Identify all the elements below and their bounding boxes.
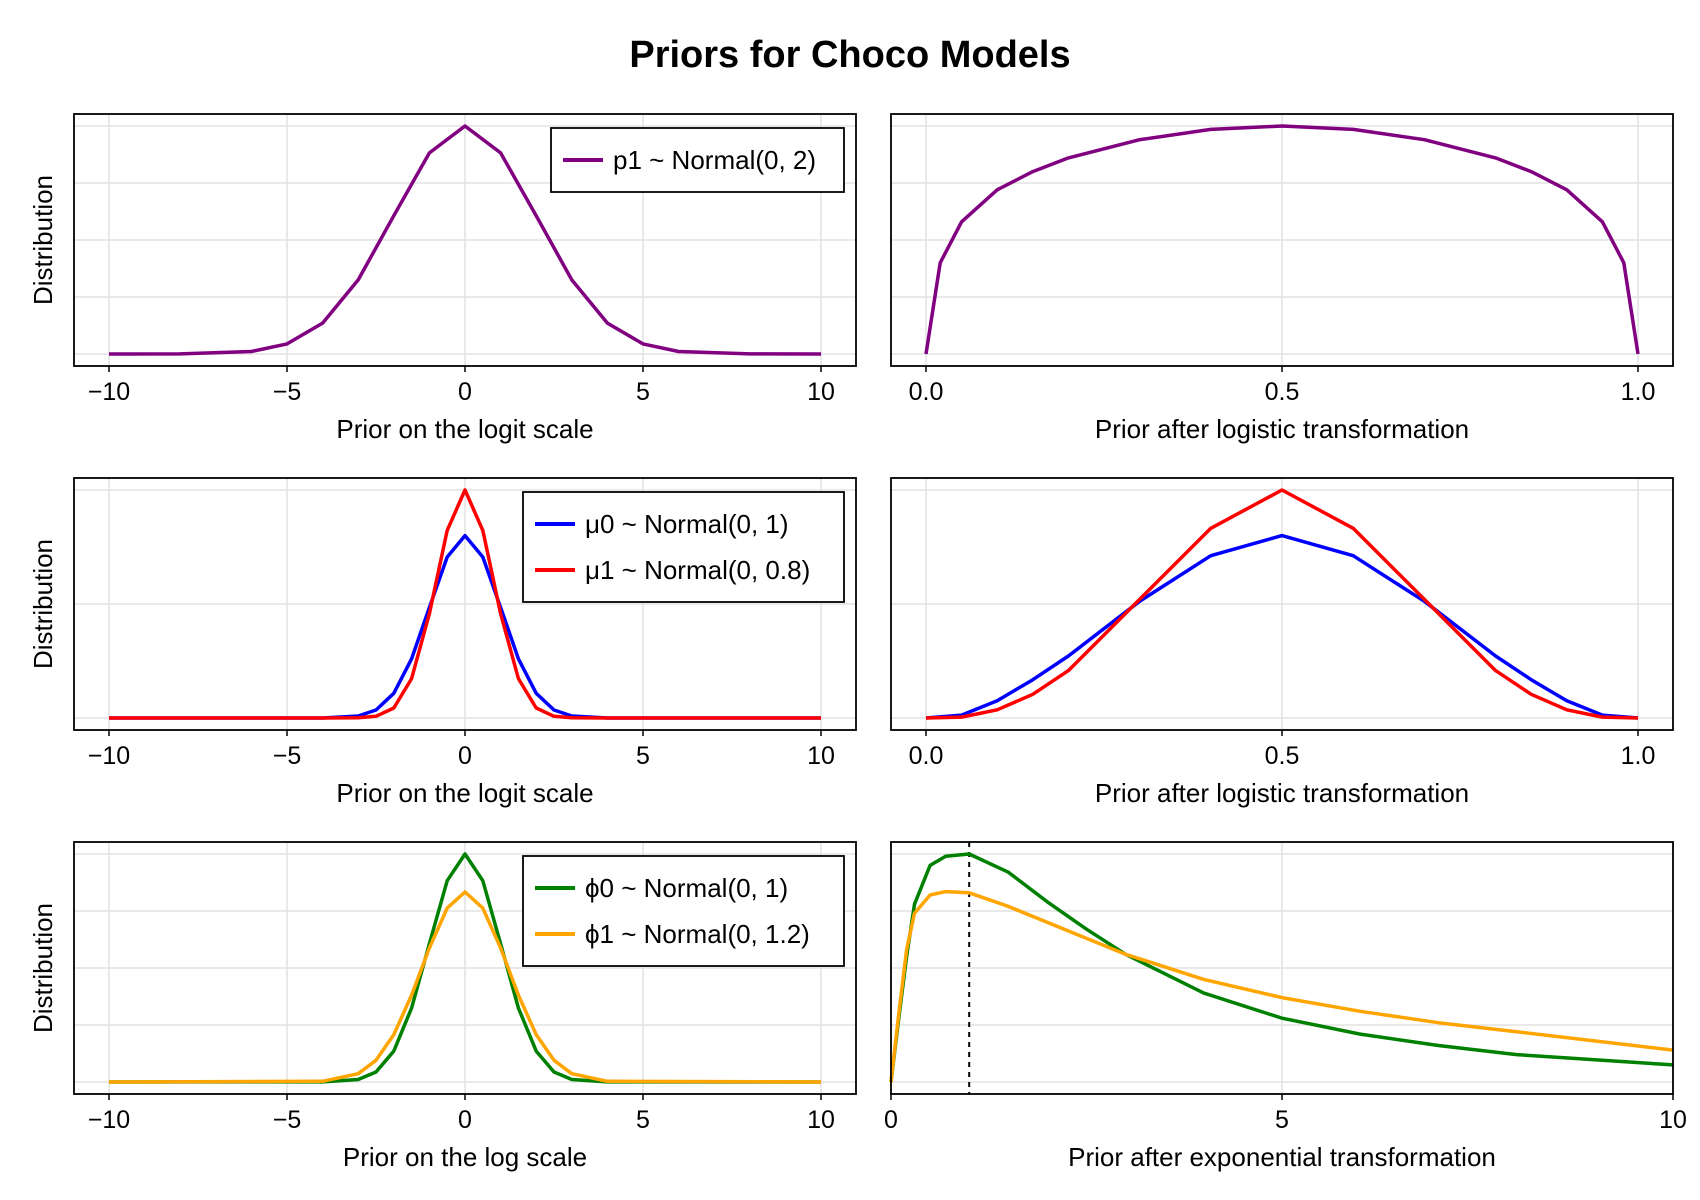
x-tick-label: −5 [273, 1106, 302, 1134]
x-axis-label: Prior on the logit scale [336, 414, 593, 444]
series-line [109, 533, 821, 720]
x-tick-label: 1.0 [1621, 378, 1656, 406]
x-tick-label: 10 [1659, 1106, 1687, 1134]
legend-label: ϕ1 ~ Normal(0, 1.2) [585, 919, 810, 949]
x-tick-label: −10 [88, 742, 130, 770]
x-tick-label: 0.0 [909, 378, 944, 406]
x-tick-label: 0 [884, 1106, 898, 1134]
legend-label: p1 ~ Normal(0, 2) [613, 145, 816, 175]
series-line [108, 124, 822, 356]
x-tick-label: −10 [88, 1106, 130, 1134]
x-tick-label: −10 [88, 378, 130, 406]
x-tick-label: 1.0 [1621, 742, 1656, 770]
legend-label: ϕ0 ~ Normal(0, 1) [585, 873, 788, 903]
series-line [925, 488, 1639, 720]
series-line [925, 533, 1639, 720]
legend-label: μ0 ~ Normal(0, 1) [585, 509, 789, 539]
x-tick-label: 5 [636, 378, 650, 406]
legend-box [522, 855, 845, 967]
subplot: −10 −5 0 5 10 Prior on the log scale Distribut… [28, 841, 857, 1172]
x-tick-label: 5 [636, 742, 650, 770]
subplot: −10 −5 0 5 10 Prior on the logit scale Distrib… [28, 113, 857, 444]
series-line [108, 890, 822, 1084]
legend-label: μ1 ~ Normal(0, 0.8) [585, 555, 810, 585]
x-axis-label: Prior after logistic transformation [1095, 414, 1469, 444]
x-tick-label: 0.0 [909, 742, 944, 770]
x-axis-label: Prior after exponential transformation [1068, 1142, 1496, 1172]
subplot: 0.0 0.5 1.0 Prior after logistic transforma… [890, 477, 1674, 808]
x-tick-label: −5 [273, 742, 302, 770]
subplot: −10 −5 0 5 10 Prior on the logit scale Distrib… [28, 477, 857, 808]
x-tick-label: 0 [458, 378, 472, 406]
y-axis-label: Distribution [28, 903, 58, 1033]
x-tick-label: 10 [807, 1106, 835, 1134]
series-line [924, 124, 1640, 355]
y-axis-label: Distribution [28, 539, 58, 669]
x-axis-label: Prior on the log scale [343, 1142, 587, 1172]
legend-box [522, 491, 845, 603]
x-tick-label: 0 [458, 742, 472, 770]
series-line [108, 852, 822, 1084]
x-tick-label: 0.5 [1265, 378, 1300, 406]
x-tick-label: 5 [636, 1106, 650, 1134]
x-tick-label: 10 [807, 378, 835, 406]
x-tick-label: −5 [273, 378, 302, 406]
figure-title: Priors for Choco Models [629, 34, 1071, 76]
y-axis-label: Distribution [28, 175, 58, 305]
series-line [889, 889, 1674, 1083]
subplot: 0 5 10 Prior after exponential transformati… [884, 841, 1687, 1172]
x-tick-label: 10 [807, 742, 835, 770]
x-axis-label: Prior on the logit scale [336, 778, 593, 808]
x-tick-label: 0 [458, 1106, 472, 1134]
x-tick-label: 0.5 [1265, 742, 1300, 770]
x-tick-label: 5 [1275, 1106, 1289, 1134]
subplot: 0.0 0.5 1.0 Prior after logistic transforma… [890, 113, 1674, 444]
series-line [109, 488, 821, 720]
x-axis-label: Prior after logistic transformation [1095, 778, 1469, 808]
